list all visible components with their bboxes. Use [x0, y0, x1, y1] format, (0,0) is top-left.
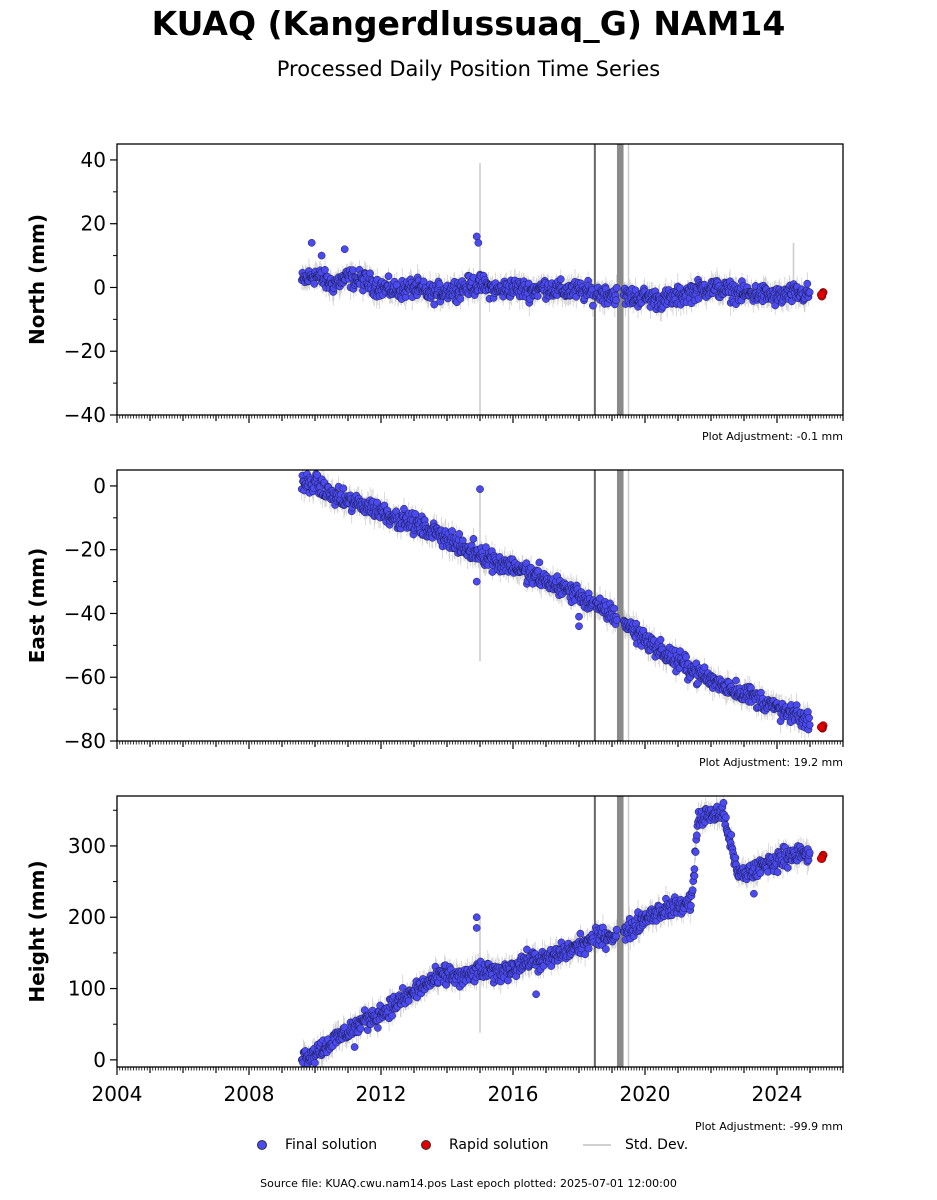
final-solution-point: [612, 616, 621, 624]
final-solution-point: [400, 504, 408, 513]
plot-area: [297, 796, 828, 1067]
final-solution-point: [313, 471, 322, 479]
data-gap-band: [616, 470, 624, 741]
y-tick-label: −40: [64, 601, 106, 625]
final-solution-point: [656, 635, 665, 644]
chart-title: KUAQ (Kangerdlussuaq_G) NAM14: [151, 4, 786, 43]
final-solution-point: [384, 272, 393, 281]
outlier-point: [474, 238, 483, 247]
final-solution-point: [556, 275, 565, 284]
final-solution-point: [610, 604, 619, 613]
y-axis-label: North (mm): [25, 214, 49, 345]
y-axis-label: East (mm): [25, 548, 49, 664]
final-solution-point: [596, 594, 604, 603]
final-solution-point: [321, 266, 329, 274]
final-solution-point: [805, 288, 814, 297]
final-solution-point: [482, 543, 490, 551]
final-solution-point: [373, 1024, 382, 1032]
y-tick-label: −60: [64, 665, 106, 689]
y-tick-label: 20: [81, 212, 106, 236]
plot-adjustment-label: Plot Adjustment: -0.1 mm: [702, 430, 843, 443]
final-solution-point: [589, 301, 597, 310]
plot-area: [297, 144, 828, 415]
final-solution-point: [612, 283, 621, 292]
final-solution-point: [435, 280, 444, 289]
final-solution-point: [455, 530, 464, 538]
final-solution-point: [469, 534, 478, 543]
outlier-point: [476, 485, 484, 493]
data-gap-band: [616, 144, 624, 415]
final-solution-point: [339, 484, 348, 493]
panel-2: 0 −20 −40 −60 −80 East (mm) Plot Adjustment: 1…: [25, 469, 844, 769]
final-solution-point: [311, 1058, 319, 1067]
outlier-point: [472, 577, 481, 586]
final-solution-point: [419, 277, 428, 286]
outlier-point: [340, 245, 349, 254]
final-solution-point: [388, 1011, 396, 1020]
outlier-point: [535, 558, 544, 567]
outlier-point: [307, 238, 316, 247]
outlier-point: [472, 232, 481, 241]
final-solution-point: [533, 292, 542, 300]
final-solution-point: [805, 721, 814, 729]
final-solution-point: [404, 997, 413, 1005]
final-solution-point: [682, 653, 690, 661]
y-tick-label: 0: [93, 275, 106, 299]
y-tick-label: −80: [64, 729, 106, 753]
final-solution-point: [803, 279, 812, 288]
data-gap-band: [593, 144, 596, 415]
final-solution-point: [366, 269, 374, 278]
final-solution-point: [456, 294, 465, 303]
panel-1: 40 20 0 −20 −40 North (mm) Plot Adjustment: -0…: [25, 143, 844, 443]
final-solution-point: [612, 296, 620, 305]
y-tick-label: 0: [93, 474, 106, 498]
plot-adjustment-label: Plot Adjustment: 19.2 mm: [699, 756, 843, 769]
final-solution-point: [356, 1024, 365, 1033]
plot-area: [297, 470, 828, 741]
final-solution-point: [310, 280, 319, 288]
final-solution-point: [349, 266, 357, 274]
y-tick-label: −40: [64, 403, 106, 427]
rapid-solution-point: [816, 722, 826, 732]
rapid-solution-point: [816, 290, 826, 299]
y-tick-label: −20: [64, 538, 106, 562]
final-solution-point: [448, 527, 456, 535]
outlier-point: [575, 622, 583, 631]
y-tick-label: 40: [81, 148, 106, 172]
final-solution-point: [732, 676, 740, 685]
final-solution-point: [700, 663, 709, 672]
chart-subtitle: Processed Daily Position Time Series: [276, 57, 661, 81]
outlier-point: [575, 612, 583, 621]
final-solution-point: [411, 510, 420, 518]
final-solution-point: [694, 294, 703, 303]
outlier-point: [317, 251, 326, 260]
final-solution-point: [805, 713, 813, 722]
y-tick-label: −20: [64, 339, 106, 363]
